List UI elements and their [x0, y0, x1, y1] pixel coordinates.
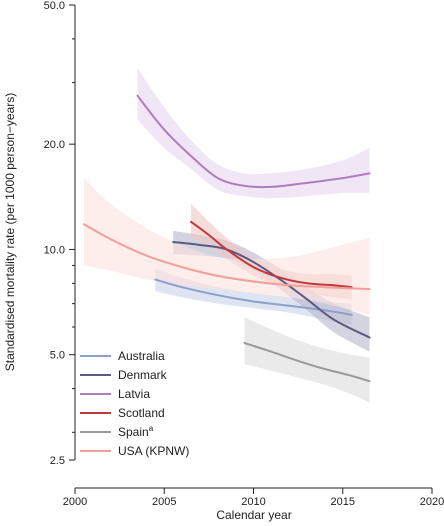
series-line-australia	[154, 278, 353, 316]
series-line-spain	[243, 342, 371, 383]
legend-label-scotland: Scotland	[118, 406, 165, 420]
y-tick-label: 20.0	[44, 139, 65, 151]
x-tick-label: 2005	[152, 496, 176, 508]
x-tick-label: 2000	[63, 496, 87, 508]
confidence-band-australia	[155, 268, 352, 325]
y-tick-label: 2.5	[50, 455, 65, 467]
legend-label-usa-kpnw: USA (KPNW)	[118, 444, 189, 458]
x-tick-label: 2010	[241, 496, 265, 508]
x-tick-label: 2015	[331, 496, 355, 508]
y-tick-label: 50.0	[44, 0, 65, 12]
confidence-bands	[83, 68, 370, 403]
confidence-band-latvia	[137, 68, 370, 199]
x-tick-label: 2020	[420, 496, 444, 508]
confidence-band-usa-kpnw	[83, 178, 370, 315]
series-line-usa-kpnw	[82, 223, 371, 291]
series-line-denmark	[172, 241, 371, 339]
confidence-band-denmark	[173, 230, 370, 352]
confidence-band-spain	[244, 317, 370, 403]
legend-label-latvia: Latvia	[118, 387, 150, 401]
series-lines	[82, 94, 371, 383]
legend-label-denmark: Denmark	[118, 368, 168, 382]
y-tick-label: 10.0	[44, 244, 65, 256]
axes: 2.5 5.0 10.0 20.0 50.0 2000 2005 2010 2015 2020	[44, 0, 444, 508]
series-line-latvia	[136, 94, 371, 189]
legend-label-australia: Australia	[118, 349, 165, 363]
y-tick-label: 5.0	[50, 350, 65, 362]
x-axis-title: Calendar year	[216, 508, 291, 522]
y-axis-title: Standardised mortality rate (per 1000 pe…	[3, 93, 17, 371]
legend-label-spain: Spaina	[118, 424, 154, 439]
legend: Australia Denmark Latvia Scotland Spaina USA …	[80, 349, 189, 458]
series-line-scotland	[190, 220, 353, 289]
